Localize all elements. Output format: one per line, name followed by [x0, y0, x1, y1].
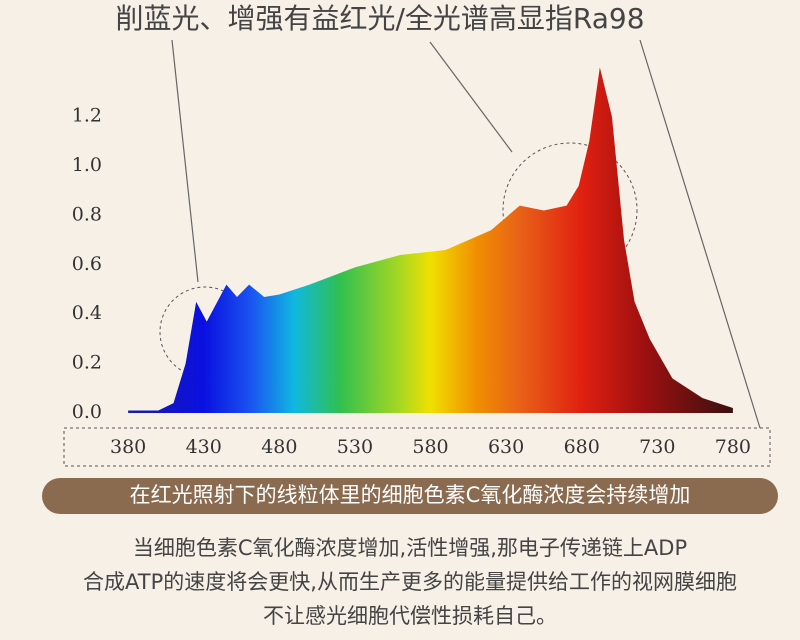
banner	[42, 478, 778, 514]
spectrum-area	[128, 67, 733, 414]
x-tick-label: 780	[715, 436, 751, 458]
body-text: 当细胞色素C氧化酶浓度增加,活性增强,那电子传递链上ADP	[133, 536, 687, 560]
x-tick-label: 630	[488, 436, 524, 458]
y-tick-label: 0.0	[72, 401, 102, 423]
y-tick-label: 0.6	[72, 253, 102, 275]
body-text: 合成ATP的速度将会更快,从而生产更多的能量提供给工作的视网膜细胞	[83, 570, 737, 594]
x-tick-label: 380	[110, 436, 146, 458]
body-text: 不让感光细胞代偿性损耗自己。	[263, 604, 557, 628]
y-tick-label: 0.2	[72, 352, 102, 374]
highlight-circle	[502, 142, 638, 278]
x-tick-label: 580	[412, 436, 448, 458]
leader-line	[171, 39, 199, 283]
x-tick-label: 430	[186, 436, 222, 458]
y-tick-label: 1.0	[72, 154, 102, 176]
leader-line	[429, 41, 513, 153]
y-tick-label: 0.4	[72, 302, 102, 324]
x-tick-label: 530	[337, 436, 373, 458]
y-tick-label: 0.8	[72, 203, 102, 225]
x-tick-label: 480	[261, 436, 297, 458]
y-tick-label: 1.2	[72, 105, 102, 127]
banner-text: 在红光照射下的线粒体里的细胞色素C氧化酶浓度会持续增加	[130, 483, 691, 507]
x-tick-label: 680	[564, 436, 600, 458]
leader-line	[639, 39, 761, 429]
x-tick-label: 730	[639, 436, 675, 458]
chart-title: 削蓝光、增强有益红光/全光谱高显指Ra98	[115, 2, 644, 35]
